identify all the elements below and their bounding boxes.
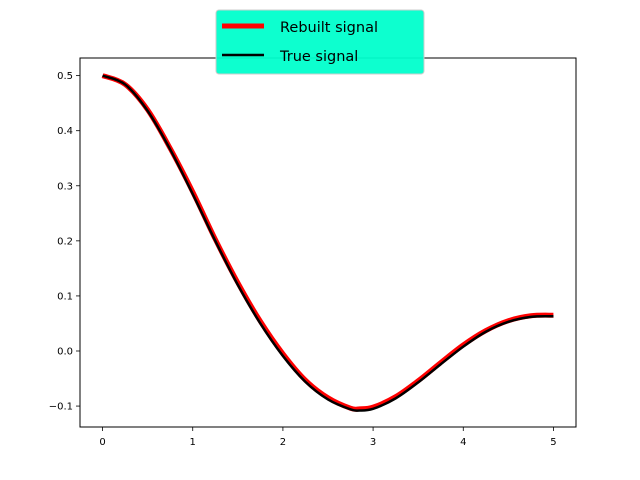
y-tick-label: 0.4 xyxy=(57,126,73,137)
series-layer xyxy=(101,73,554,412)
legend-label-rebuilt-signal: Rebuilt signal xyxy=(280,20,378,36)
series-line-true-signal xyxy=(102,74,554,412)
y-tick-label: −0.1 xyxy=(49,402,73,413)
x-tick-label: 1 xyxy=(190,437,196,448)
x-axis: 0 1 2 3 4 5 xyxy=(99,427,557,448)
x-tick-label: 2 xyxy=(280,437,286,448)
x-tick-label: 3 xyxy=(370,437,376,448)
x-tick-label: 5 xyxy=(550,437,556,448)
y-axis: −0.1 0.0 0.1 0.2 0.3 0.4 0.5 xyxy=(49,71,80,413)
y-tick-label: 0.1 xyxy=(57,291,73,302)
legend-label-true-signal: True signal xyxy=(279,49,358,65)
x-tick-label: 0 xyxy=(99,437,105,448)
y-tick-label: 0.0 xyxy=(57,346,73,357)
x-tick-label: 4 xyxy=(460,437,466,448)
legend-box xyxy=(215,9,425,75)
legend: Rebuilt signal True signal xyxy=(215,9,425,75)
y-tick-label: 0.5 xyxy=(57,71,73,82)
y-tick-label: 0.2 xyxy=(57,236,73,247)
y-tick-label: 0.3 xyxy=(57,181,73,192)
